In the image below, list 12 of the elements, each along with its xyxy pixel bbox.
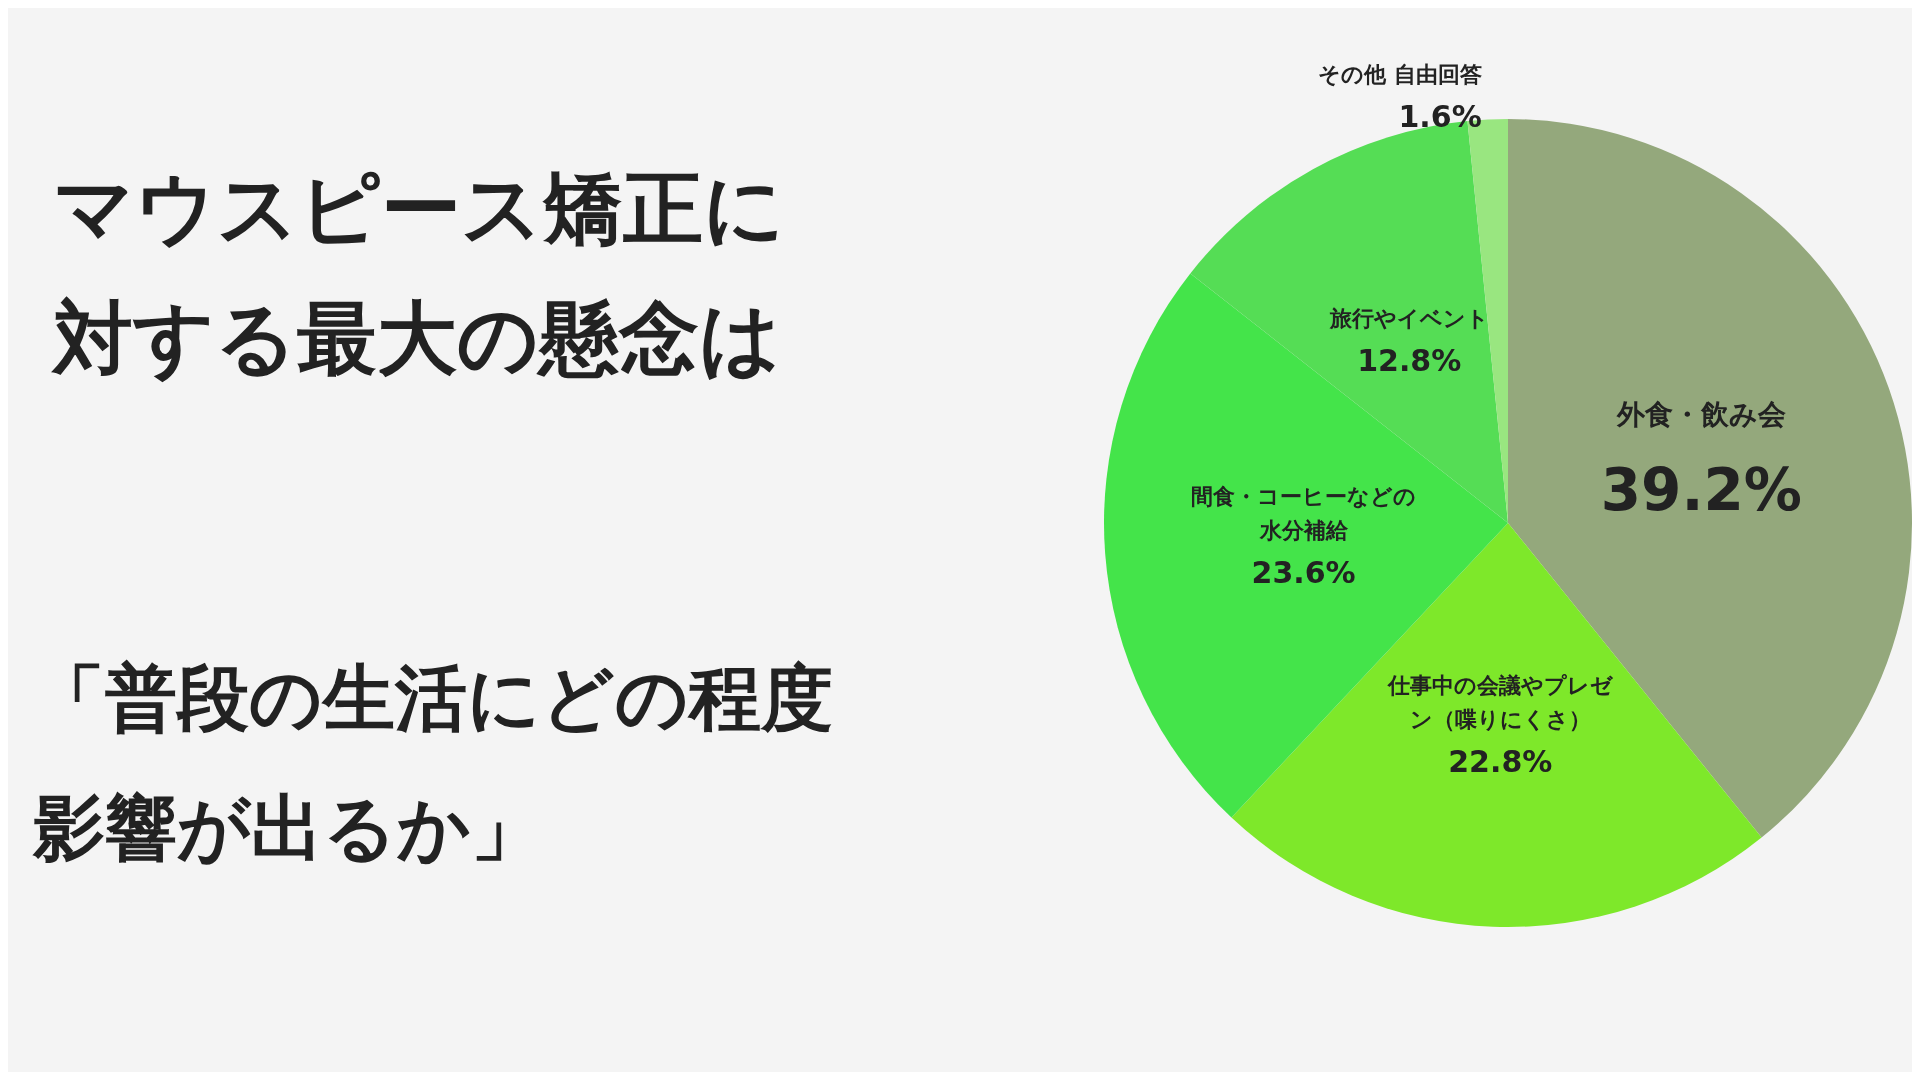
data-label: 39.2% (1600, 455, 1802, 524)
data-label: 12.8% (1357, 342, 1462, 378)
text: 「普段の生活にどの程度影響が出るか」 (32, 656, 833, 870)
text: マウスピース矯正に対する最大の懸念は (51, 161, 785, 385)
data-label: 22.8% (1448, 744, 1553, 780)
slice-label: 旅行やイベント (1328, 305, 1489, 331)
slice-label: 仕事中の会議やプレゼン（喋りにくさ） (1386, 673, 1614, 733)
data-label: 1.6% (1398, 99, 1482, 135)
data-label: 23.6% (1251, 554, 1356, 590)
slice-label: その他 自由回答 (1318, 62, 1482, 88)
slice-label: 間食・コーヒーなどの水分補給 (1191, 483, 1417, 543)
slice-label: 外食・飲み会 (1615, 398, 1786, 432)
